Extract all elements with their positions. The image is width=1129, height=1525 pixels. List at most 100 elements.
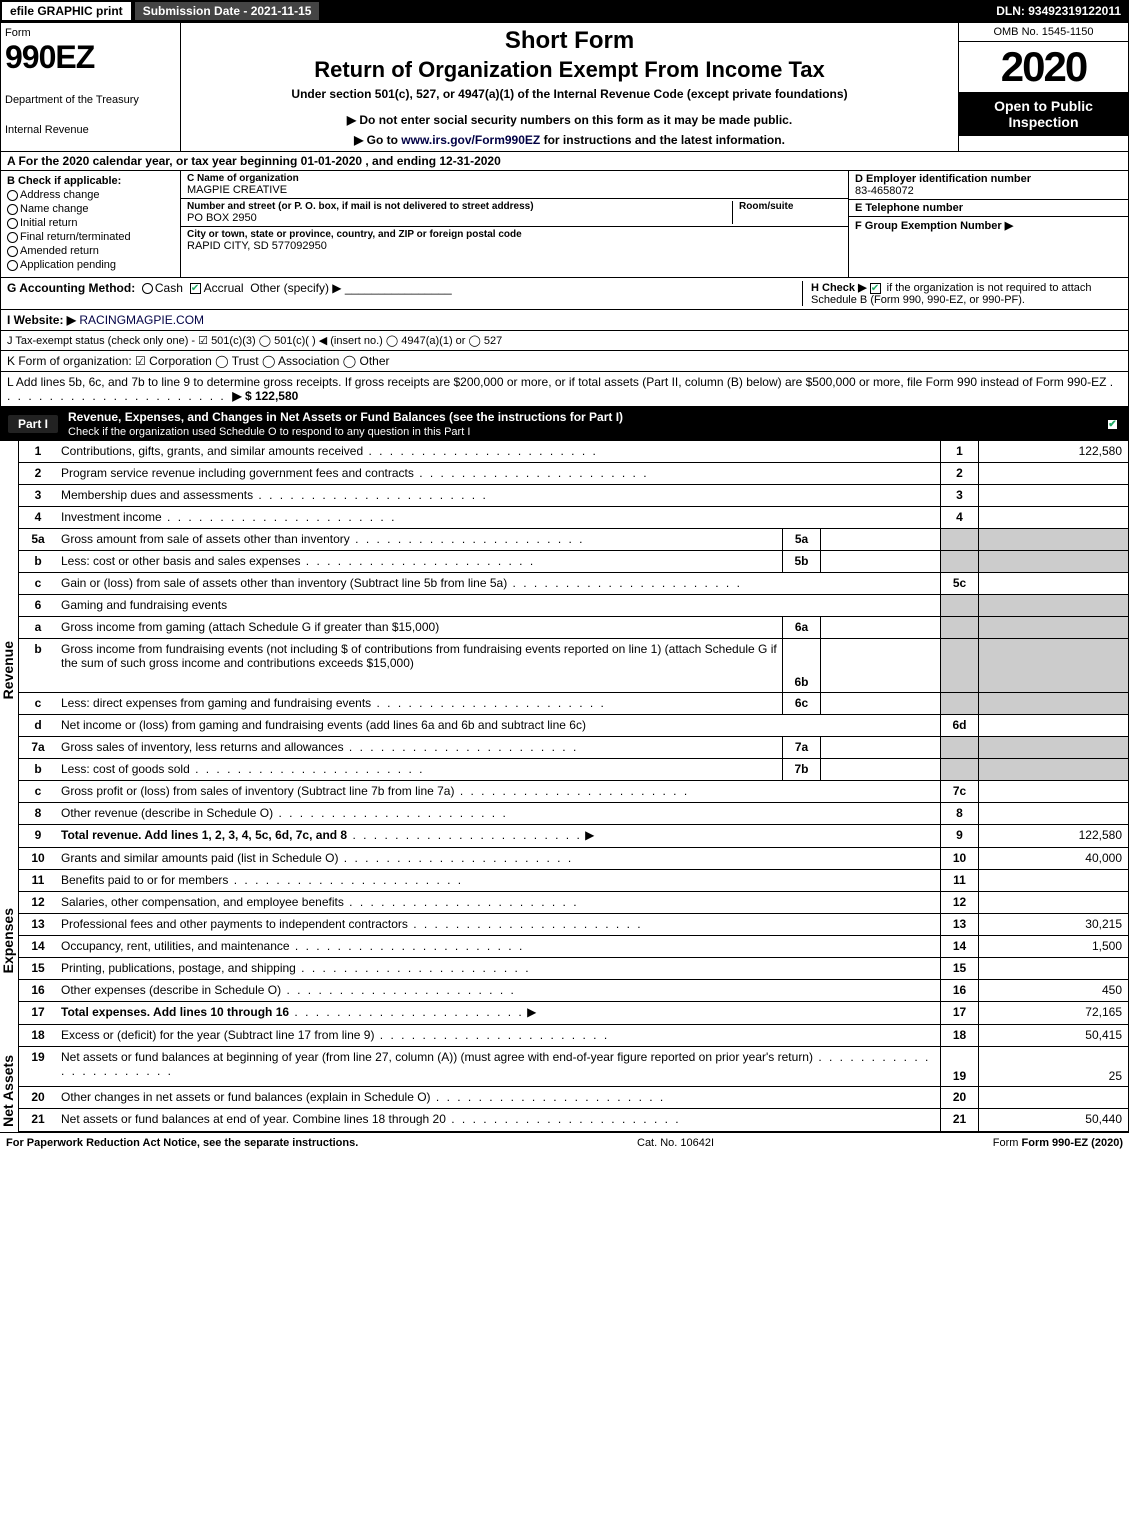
line-6d-col: 6d (940, 715, 978, 736)
chk-initial-return[interactable]: Initial return (7, 217, 174, 229)
city-label: City or town, state or province, country… (187, 229, 842, 240)
line-8-num: 8 (19, 803, 57, 824)
line-5b-subval (820, 551, 940, 572)
line-2: 2Program service revenue including gover… (19, 463, 1128, 485)
line-6b-num: b (19, 639, 57, 692)
line-11-desc: Benefits paid to or for members (61, 873, 228, 887)
footer-right: Form Form 990-EZ (2020) (993, 1137, 1123, 1149)
line-20: 20Other changes in net assets or fund ba… (19, 1087, 1128, 1109)
netassets-table: 18Excess or (deficit) for the year (Subt… (18, 1025, 1129, 1132)
line-6-col (940, 595, 978, 616)
line-7c: cGross profit or (loss) from sales of in… (19, 781, 1128, 803)
line-6b-subval (820, 639, 940, 692)
line-9-amt: 122,580 (978, 825, 1128, 847)
line-7a-amt (978, 737, 1128, 758)
note-goto-post: for instructions and the latest informat… (540, 133, 785, 147)
title-main: Return of Organization Exempt From Incom… (185, 57, 954, 83)
line-7a-sub: 7a (782, 737, 820, 758)
h-checkbox[interactable] (870, 283, 881, 294)
line-21-desc: Net assets or fund balances at end of ye… (61, 1112, 446, 1126)
line-5b-amt (978, 551, 1128, 572)
footer-form-id: Form 990-EZ (2020) (1022, 1137, 1123, 1149)
line-7b-col (940, 759, 978, 780)
cash-radio[interactable] (142, 283, 153, 294)
efile-graphic-print-button[interactable]: efile GRAPHIC print (0, 0, 133, 22)
line-6a: aGross income from gaming (attach Schedu… (19, 617, 1128, 639)
addr-label: Number and street (or P. O. box, if mail… (187, 201, 732, 212)
line-5c-desc: Gain or (loss) from sale of assets other… (61, 576, 507, 590)
line-6b-sub: 6b (782, 639, 820, 692)
line-20-amt (978, 1087, 1128, 1108)
part-1-pill: Part I (8, 415, 58, 433)
netassets-section-label: Net Assets (0, 1055, 16, 1127)
row-a-tax-year: A For the 2020 calendar year, or tax yea… (0, 152, 1129, 171)
part-1-schedule-o-check[interactable] (1107, 419, 1118, 430)
line-5b-col (940, 551, 978, 572)
org-name-label: C Name of organization (187, 173, 842, 184)
accrual-label: Accrual (204, 281, 244, 295)
line-14-amt: 1,500 (978, 936, 1128, 957)
line-5b-sub: 5b (782, 551, 820, 572)
revenue-table: 1Contributions, gifts, grants, and simil… (18, 441, 1129, 848)
line-7c-desc: Gross profit or (loss) from sales of inv… (61, 784, 454, 798)
line-6b-col (940, 639, 978, 692)
line-6c-subval (820, 693, 940, 714)
chk-name-change[interactable]: Name change (7, 203, 174, 215)
chk-amended-return[interactable]: Amended return (7, 245, 174, 257)
chk-app-pending[interactable]: Application pending (7, 259, 174, 271)
line-10-num: 10 (19, 848, 57, 869)
line-4: 4Investment income4 (19, 507, 1128, 529)
chk-address-change[interactable]: Address change (7, 189, 174, 201)
line-2-amt (978, 463, 1128, 484)
line-10-amt: 40,000 (978, 848, 1128, 869)
line-13: 13Professional fees and other payments t… (19, 914, 1128, 936)
line-3-num: 3 (19, 485, 57, 506)
note-goto-pre: ▶ Go to (354, 133, 401, 147)
addr-value: PO BOX 2950 (187, 212, 732, 224)
box-b: B Check if applicable: Address change Na… (1, 171, 181, 277)
line-7b-subval (820, 759, 940, 780)
top-bar: efile GRAPHIC print Submission Date - 20… (0, 0, 1129, 22)
line-5a-amt (978, 529, 1128, 550)
line-12-amt (978, 892, 1128, 913)
chk-final-return[interactable]: Final return/terminated (7, 231, 174, 243)
line-5c: cGain or (loss) from sale of assets othe… (19, 573, 1128, 595)
expenses-table: 10Grants and similar amounts paid (list … (18, 848, 1129, 1025)
line-17-col: 17 (940, 1002, 978, 1024)
line-20-num: 20 (19, 1087, 57, 1108)
line-18: 18Excess or (deficit) for the year (Subt… (19, 1025, 1128, 1047)
line-8-col: 8 (940, 803, 978, 824)
row-i: I Website: ▶ RACINGMAGPIE.COM (1, 310, 1128, 331)
irs-link[interactable]: www.irs.gov/Form990EZ (401, 133, 540, 147)
line-6c-amt (978, 693, 1128, 714)
footer-catno: Cat. No. 10642I (637, 1137, 714, 1149)
line-7a-col (940, 737, 978, 758)
form-of-organization: K Form of organization: ☑ Corporation ◯ … (7, 354, 390, 368)
row-k: K Form of organization: ☑ Corporation ◯ … (1, 351, 1128, 372)
line-14-desc: Occupancy, rent, utilities, and maintena… (61, 939, 290, 953)
page-footer: For Paperwork Reduction Act Notice, see … (0, 1132, 1129, 1153)
line-4-desc: Investment income (61, 510, 162, 524)
row-l-text: L Add lines 5b, 6c, and 7b to line 9 to … (7, 375, 1106, 389)
line-14-num: 14 (19, 936, 57, 957)
line-16-desc: Other expenses (describe in Schedule O) (61, 983, 281, 997)
line-17: 17Total expenses. Add lines 10 through 1… (19, 1002, 1128, 1024)
website-link[interactable]: RACINGMAGPIE.COM (79, 313, 204, 327)
line-13-amt: 30,215 (978, 914, 1128, 935)
line-13-desc: Professional fees and other payments to … (61, 917, 408, 931)
form-header: Form 990EZ Department of the Treasury In… (0, 22, 1129, 152)
submission-date-button[interactable]: Submission Date - 2021-11-15 (133, 0, 322, 22)
line-17-amt: 72,165 (978, 1002, 1128, 1024)
ein-label: D Employer identification number (855, 173, 1122, 185)
accrual-radio[interactable] (190, 283, 201, 294)
line-4-num: 4 (19, 507, 57, 528)
tax-year: 2020 (959, 42, 1128, 92)
part-1-sub: Check if the organization used Schedule … (68, 426, 470, 438)
city-value: RAPID CITY, SD 577092950 (187, 240, 842, 252)
line-5a-sub: 5a (782, 529, 820, 550)
line-21-col: 21 (940, 1109, 978, 1131)
line-7b-num: b (19, 759, 57, 780)
line-6c-sub: 6c (782, 693, 820, 714)
line-18-amt: 50,415 (978, 1025, 1128, 1046)
other-specify-label: Other (specify) ▶ (250, 281, 341, 295)
